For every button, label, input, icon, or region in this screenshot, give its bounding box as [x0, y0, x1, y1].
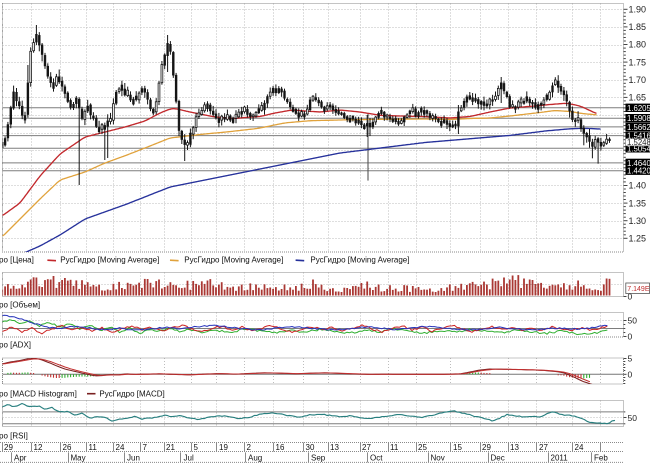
svg-text:27: 27	[362, 443, 371, 452]
svg-text:1.40: 1.40	[629, 181, 647, 191]
svg-text:2: 2	[247, 443, 252, 452]
svg-text:РусГидро [Moving Average]: РусГидро [Moving Average]	[60, 256, 159, 265]
svg-text:1.90: 1.90	[629, 5, 647, 15]
svg-text:РусГидро [Moving Average]: РусГидро [Moving Average]	[310, 256, 409, 265]
svg-text:11: 11	[89, 443, 98, 452]
svg-text:Apr: Apr	[14, 454, 27, 463]
svg-text:Feb: Feb	[594, 454, 608, 463]
svg-text:Dec: Dec	[491, 454, 505, 463]
svg-text:1.75: 1.75	[629, 57, 647, 67]
svg-text:50: 50	[628, 413, 638, 423]
svg-text:27: 27	[539, 443, 548, 452]
svg-text:1.70: 1.70	[629, 75, 647, 85]
svg-text:1.4640: 1.4640	[627, 159, 650, 168]
svg-text:24: 24	[116, 443, 125, 452]
svg-text:1.5054: 1.5054	[627, 144, 650, 153]
svg-text:Nov: Nov	[431, 454, 445, 463]
svg-text:Oct: Oct	[370, 454, 383, 463]
svg-text:Jul: Jul	[184, 454, 194, 463]
svg-text:5: 5	[628, 354, 633, 364]
svg-text:ро [Объем]: ро [Объем]	[0, 301, 40, 310]
svg-text:Aug: Aug	[248, 454, 262, 463]
svg-text:15: 15	[453, 443, 462, 452]
svg-text:21: 21	[166, 443, 175, 452]
svg-text:May: May	[71, 454, 86, 463]
svg-text:0: 0	[628, 332, 633, 342]
svg-text:1.65: 1.65	[629, 93, 647, 103]
svg-text:7.149E: 7.149E	[627, 286, 650, 293]
svg-text:12: 12	[34, 443, 43, 452]
svg-text:30: 30	[306, 443, 315, 452]
svg-text:Sep: Sep	[311, 454, 326, 463]
svg-text:0: 0	[628, 292, 633, 302]
svg-text:1.5248: 1.5248	[627, 138, 650, 147]
svg-text:РусГидро [Moving Average]: РусГидро [Moving Average]	[184, 256, 283, 265]
svg-text:13: 13	[330, 443, 339, 452]
svg-text:1.5662: 1.5662	[627, 123, 650, 132]
svg-text:7: 7	[143, 443, 148, 452]
svg-text:1.25: 1.25	[629, 234, 647, 244]
svg-text:1.30: 1.30	[629, 216, 647, 226]
svg-text:1.5908: 1.5908	[627, 114, 650, 123]
svg-text:0: 0	[628, 370, 633, 380]
svg-text:24: 24	[575, 443, 584, 452]
svg-text:РусГидро [MACD]: РусГидро [MACD]	[99, 390, 164, 399]
svg-text:ро [MACD Histogram]: ро [MACD Histogram]	[0, 390, 77, 399]
svg-text:13: 13	[510, 443, 519, 452]
svg-text:29: 29	[4, 443, 13, 452]
svg-text:Jun: Jun	[127, 454, 140, 463]
svg-text:16: 16	[276, 443, 285, 452]
svg-text:19: 19	[219, 443, 228, 452]
svg-text:ро [RSI]: ро [RSI]	[0, 432, 28, 441]
svg-text:25: 25	[418, 443, 427, 452]
svg-text:26: 26	[63, 443, 72, 452]
svg-text:11: 11	[390, 443, 399, 452]
svg-text:1.85: 1.85	[629, 22, 647, 32]
svg-text:29: 29	[482, 443, 491, 452]
svg-text:1.6205: 1.6205	[627, 104, 650, 113]
svg-text:5: 5	[194, 443, 199, 452]
svg-text:ро [ADX]: ро [ADX]	[0, 341, 31, 350]
svg-text:50: 50	[628, 316, 638, 326]
svg-text:1.4420: 1.4420	[627, 167, 650, 176]
svg-text:1.5416: 1.5416	[627, 132, 650, 141]
svg-text:1.35: 1.35	[629, 198, 647, 208]
svg-text:ро [Цена]: ро [Цена]	[0, 256, 34, 265]
svg-text:1.80: 1.80	[629, 40, 647, 50]
svg-text:2011: 2011	[551, 454, 569, 463]
